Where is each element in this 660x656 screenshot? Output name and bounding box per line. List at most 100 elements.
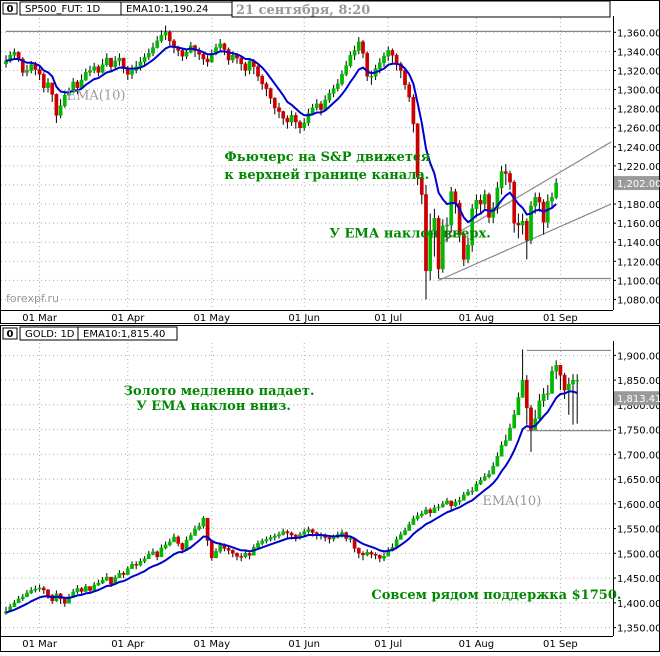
gold-candle-body	[365, 552, 370, 556]
sp500-candle-body	[41, 74, 46, 88]
sp500-candle-body	[520, 220, 525, 226]
sp500-candle-body	[243, 63, 248, 71]
sp500-candle-body	[205, 58, 210, 63]
gold-candle-body	[33, 588, 38, 591]
sp500-candle-body	[130, 70, 134, 75]
sp500-y-tick-label: 1,300.00	[617, 86, 660, 97]
gold-candle-body	[461, 494, 466, 501]
sp500-candle-body	[239, 57, 244, 65]
gold-ema-line	[5, 390, 578, 614]
gold-candle-body	[230, 550, 235, 554]
sp500-candle-body	[550, 197, 554, 202]
gold-panel: 1,900.00 1,850.00 1,800.00 1,750.00 1,700.00…	[1, 343, 660, 650]
gold-candle-body	[340, 532, 344, 535]
gold-candle-body	[109, 576, 113, 585]
gold-candle-body	[272, 535, 277, 538]
gold-candle-body	[487, 473, 491, 477]
gold-candle-body	[163, 544, 168, 549]
sp500-candle-body	[327, 93, 332, 101]
sp500-candle-body	[20, 58, 25, 73]
gold-candle-body	[327, 537, 332, 540]
sp500-y-tick-label: 1,140.00	[617, 238, 660, 249]
sp500-annotation: У ЕМА наклон вверх.	[329, 226, 490, 241]
gold-candle-body	[188, 535, 193, 541]
sp500-y-tick-label: 1,160.00	[617, 219, 660, 230]
sp500-candle-body	[163, 32, 168, 36]
sp500-y-tick-label: 1,100.00	[617, 276, 660, 287]
gold-annotation: Золото медленно падает.	[124, 384, 315, 399]
sp500-candle-body	[369, 75, 374, 78]
sp500-candle-body	[289, 115, 294, 123]
gold-candle-body	[117, 572, 122, 578]
sp500-candle-body	[226, 49, 231, 61]
sp500-candle-body	[159, 34, 164, 42]
sp500-candle-body	[222, 43, 227, 50]
sp500-candle-body	[33, 64, 38, 70]
sp500-candle-body	[386, 50, 391, 57]
sp500-candle-body	[100, 64, 105, 73]
gold-candle-body	[172, 536, 176, 543]
gold-candle-body	[159, 547, 164, 558]
gold-x-tick-label: 01 Jul	[374, 639, 402, 650]
sp500-candle-body	[482, 194, 487, 205]
sp500-candle-body	[390, 50, 395, 56]
gold-candle-body	[482, 476, 487, 481]
sp500-candle-body	[109, 57, 113, 67]
sp500-candle-body	[382, 55, 386, 64]
sp500-y-tick-label: 1,240.00	[617, 143, 660, 154]
gold-candle-body	[247, 553, 252, 556]
gold-y-tick-label: 1,750.00	[617, 426, 660, 437]
gold-last-price-label: 1,813.41	[617, 394, 660, 405]
gold-x-tick-label: 01 May	[194, 639, 231, 650]
sp500-candle-body	[54, 94, 59, 116]
sp500-candle-body	[394, 54, 399, 65]
sp500-panel: 1,360.00 1,340.00 1,320.00 1,300.00 1,280.00…	[1, 18, 660, 324]
gold-candle-body	[470, 490, 475, 493]
gold-candle-body	[235, 553, 239, 557]
gold-candle-body	[491, 465, 496, 475]
gold-x-tick-label: 01 Mar	[22, 639, 58, 650]
sp500-candle-body	[508, 173, 512, 183]
sp500-candle-body	[474, 199, 479, 210]
watermark: forexpf.ru	[6, 292, 59, 305]
bottom-ema-label: EMA10:1,815.40	[83, 329, 165, 340]
sp500-candle-body	[155, 40, 160, 48]
gold-candle-body	[37, 587, 42, 590]
gold-candle-body	[29, 590, 34, 594]
gold-y-tick-label: 1,550.00	[617, 525, 660, 536]
sp500-candle-body	[92, 66, 97, 71]
top-header: 0 SP500_FUT: 1D EMA10:1,190.24 21 сентяб…	[2, 0, 611, 18]
sp500-candle-body	[365, 53, 370, 77]
gold-candle-body	[558, 365, 563, 376]
sp500-annotation: Фьючерс на S&P движется	[224, 150, 430, 165]
sp500-candle-body	[83, 72, 88, 81]
gold-candle-body	[79, 588, 84, 592]
gold-x-tick-label: 01 Jun	[288, 639, 320, 650]
sp500-candle-body	[180, 50, 185, 57]
sp500-candle-body	[340, 74, 344, 85]
sp500-y-tick-label: 1,080.00	[617, 295, 660, 306]
gold-candle-body	[503, 440, 508, 446]
gold-y-tick-label: 1,900.00	[617, 351, 660, 362]
gold-candle-body	[373, 554, 378, 556]
sp500-candle-body	[491, 207, 496, 218]
gold-candle-body	[524, 379, 529, 409]
sp500-candle-body	[201, 54, 206, 60]
gold-candle-body	[285, 531, 290, 534]
sp500-candle-body	[545, 200, 550, 223]
sp500-candle-body	[470, 208, 475, 246]
sp500-candle-body	[113, 60, 118, 67]
gold-candle-body	[571, 379, 575, 385]
header-date: 21 сентября, 8:20	[236, 3, 370, 18]
gold-candle-body	[306, 529, 311, 532]
gold-candle-body	[457, 500, 462, 503]
gold-candle-body	[281, 531, 286, 535]
gold-candle-body	[138, 561, 143, 566]
sp500-candle-body	[457, 202, 462, 235]
gold-candle-body	[180, 543, 185, 550]
gold-candle-body	[226, 548, 231, 551]
gold-candle-body	[403, 530, 407, 535]
sp500-x-tick-label: 01 Apr	[111, 313, 145, 324]
sp500-candle-body	[461, 234, 466, 260]
gold-y-tick-label: 1,700.00	[617, 450, 660, 461]
